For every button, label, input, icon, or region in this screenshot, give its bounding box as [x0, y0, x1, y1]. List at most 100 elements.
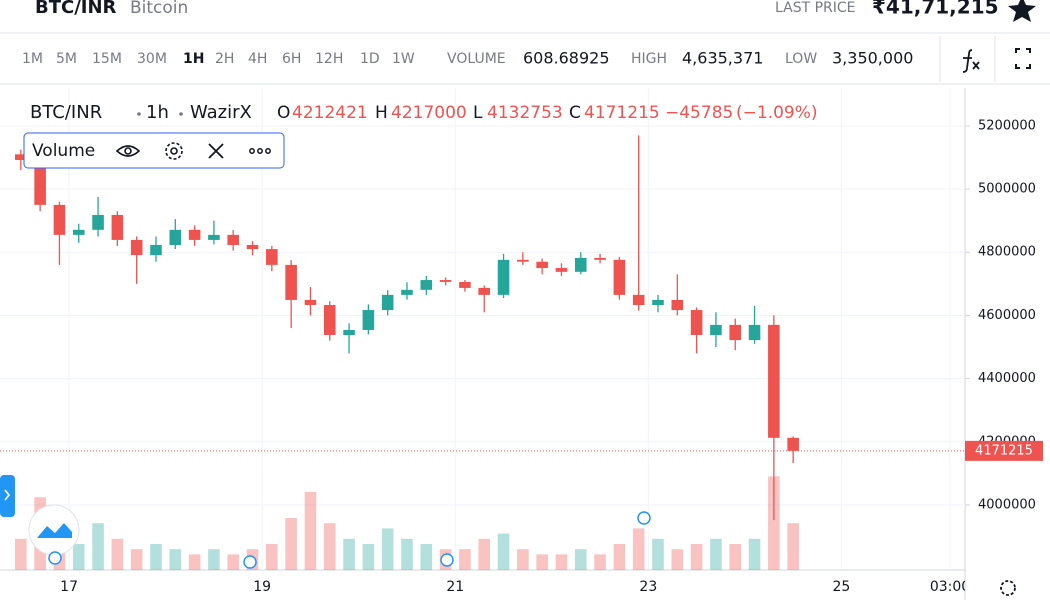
- volume-bar: [594, 554, 606, 570]
- candle-body: [497, 259, 510, 295]
- volume-bar: [323, 523, 336, 570]
- favorite-star[interactable]: [1008, 0, 1036, 22]
- volume-bar: [381, 528, 394, 570]
- candle-body: [671, 299, 684, 311]
- y-tick-label: 5200000: [978, 118, 1036, 133]
- volume-bar: [613, 544, 626, 570]
- candle-body: [439, 280, 452, 282]
- x-tick-label: 03:00: [930, 579, 970, 595]
- volume-bar: [304, 492, 317, 570]
- candle-body: [748, 324, 761, 341]
- volume-bar: [188, 554, 201, 570]
- interval-button[interactable]: 6H: [282, 51, 301, 67]
- volume-bar: [710, 538, 722, 570]
- x-tick-label: 23: [639, 579, 657, 595]
- last-price: ₹41,71,215: [872, 0, 999, 19]
- settings-button[interactable]: [1000, 580, 1016, 596]
- low-label: LOW: [785, 51, 817, 67]
- indicators-button[interactable]: [962, 49, 980, 73]
- volume-bar: [478, 538, 491, 570]
- legend-high: 4217000: [391, 103, 467, 123]
- interval-button[interactable]: 1D: [360, 51, 380, 67]
- interval-button[interactable]: 1W: [392, 51, 415, 67]
- high-value: 4,635,371: [682, 49, 763, 68]
- legend-close: 4171215: [584, 103, 660, 123]
- interval-button[interactable]: 1M: [22, 51, 43, 67]
- candle-body: [246, 244, 259, 250]
- interval-button[interactable]: 2H: [215, 51, 234, 67]
- candle-body: [632, 294, 645, 305]
- volume-bar: [787, 523, 799, 570]
- last-price-tag: [965, 440, 1043, 461]
- event-markers[interactable]: [48, 511, 651, 569]
- high-label: HIGH: [631, 51, 667, 67]
- legend-low-label: L: [473, 103, 483, 123]
- volume-bar: [536, 554, 548, 570]
- candle-body: [652, 299, 664, 305]
- candle-body: [594, 257, 606, 260]
- settings-icon: [170, 147, 178, 155]
- candle-body: [343, 329, 355, 336]
- candle-body: [169, 229, 182, 245]
- candle-body: [188, 229, 201, 240]
- candle-body: [227, 234, 240, 245]
- more-icon[interactable]: [249, 148, 271, 154]
- candle-body: [266, 249, 278, 265]
- interval-button[interactable]: 30M: [137, 51, 167, 67]
- separator-dot: [137, 112, 141, 116]
- candle-body: [420, 280, 433, 290]
- y-tick-label: 5000000: [978, 182, 1036, 197]
- volume-bar: [729, 544, 742, 570]
- volume-bar: [266, 544, 278, 570]
- candle-body: [323, 304, 336, 336]
- eye-icon[interactable]: [115, 145, 141, 157]
- volume-bar: [15, 538, 27, 570]
- volume-bar: [574, 549, 587, 570]
- legend-open: 4212421: [292, 103, 368, 123]
- volume-bar: [285, 518, 297, 570]
- settings-icon[interactable]: [165, 142, 183, 160]
- interval-button[interactable]: 12H: [315, 51, 343, 67]
- volume-bar: [652, 538, 664, 570]
- volume-bar: [497, 533, 510, 570]
- remove-icon[interactable]: [208, 143, 224, 159]
- interval-button[interactable]: 15M: [92, 51, 122, 67]
- volume-bar: [517, 549, 529, 570]
- volume-bar: [401, 538, 413, 570]
- candle-body: [710, 324, 722, 336]
- logo-mark: [37, 523, 72, 538]
- volume-bar: [92, 523, 104, 570]
- interval-button[interactable]: 5M: [56, 51, 77, 67]
- separator-dot: [179, 112, 183, 116]
- volume-label: VOLUME: [447, 51, 506, 67]
- interval-button[interactable]: 4H: [248, 51, 267, 67]
- last-price-label: LAST PRICE: [775, 0, 856, 16]
- candle-body: [72, 229, 85, 235]
- interval-bar: 1M 5M 15M 30M 1H 2H 4H 6H 12H 1D 1W: [22, 51, 415, 67]
- candle-body: [15, 154, 27, 161]
- legend-open-label: O: [277, 103, 290, 123]
- study-name: Volume: [32, 141, 95, 161]
- candle-body: [150, 244, 162, 256]
- interval-button[interactable]: 1H: [183, 51, 204, 67]
- logo[interactable]: [28, 504, 80, 556]
- study-pill[interactable]: [23, 132, 285, 169]
- volume-bar: [632, 528, 645, 570]
- low-value: 3,350,000: [832, 49, 913, 68]
- eye-icon: [124, 147, 132, 155]
- candle-body: [787, 437, 799, 451]
- candle-body: [381, 294, 394, 311]
- candle-body: [478, 287, 491, 295]
- volume-bar: [169, 549, 182, 570]
- symbol-name: Bitcoin: [130, 0, 188, 18]
- candle-body: [690, 310, 703, 336]
- candle-body: [362, 310, 375, 330]
- fullscreen-button[interactable]: [1015, 48, 1031, 69]
- x-tick-label: 21: [446, 579, 464, 595]
- legend-close-label: C: [569, 103, 581, 123]
- candle-body: [574, 257, 587, 272]
- legend-interval: 1h: [146, 102, 169, 123]
- volume-bar: [72, 544, 85, 570]
